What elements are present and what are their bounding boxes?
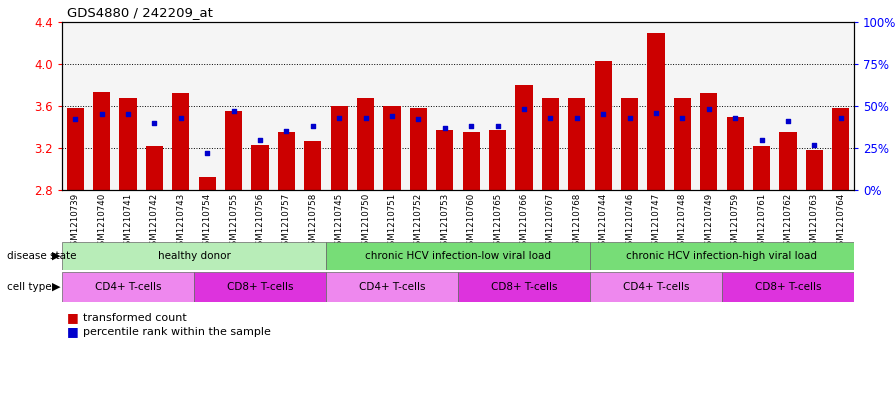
Point [517, 106, 531, 112]
Text: GDS4880 / 242209_at: GDS4880 / 242209_at [67, 6, 213, 19]
Point [728, 115, 743, 121]
Bar [832, 108, 849, 190]
Point [464, 123, 478, 129]
Point [147, 119, 161, 126]
Bar [172, 94, 189, 190]
Bar [383, 106, 401, 190]
Point [807, 141, 822, 148]
Bar [199, 177, 216, 190]
Point [702, 106, 716, 112]
Bar [409, 108, 427, 190]
Text: CD8+ T-cells: CD8+ T-cells [754, 282, 822, 292]
Bar [252, 145, 269, 190]
Text: CD8+ T-cells: CD8+ T-cells [227, 282, 293, 292]
Text: disease state: disease state [7, 251, 76, 261]
Point [754, 136, 769, 143]
Text: chronic HCV infection-low viral load: chronic HCV infection-low viral load [365, 251, 551, 261]
Point [94, 111, 108, 118]
Point [174, 115, 188, 121]
Bar [436, 130, 453, 190]
Bar [462, 132, 479, 190]
Point [437, 125, 452, 131]
Text: chronic HCV infection-high viral load: chronic HCV infection-high viral load [626, 251, 817, 261]
Bar [331, 106, 348, 190]
Bar [722, 272, 854, 302]
Bar [590, 272, 722, 302]
Bar [305, 141, 322, 190]
Bar [753, 146, 771, 190]
Bar [621, 97, 638, 190]
Bar [568, 97, 585, 190]
Point [490, 123, 504, 129]
Point [649, 110, 663, 116]
Text: healthy donor: healthy donor [158, 251, 230, 261]
Bar [806, 150, 823, 190]
Bar [66, 108, 84, 190]
Bar [326, 242, 590, 270]
Bar [93, 92, 110, 190]
Text: ■: ■ [67, 325, 79, 338]
Point [543, 115, 557, 121]
Bar [357, 97, 375, 190]
Point [570, 115, 584, 121]
Point [596, 111, 610, 118]
Bar [700, 94, 718, 190]
Text: transformed count: transformed count [83, 313, 187, 323]
Point [411, 116, 426, 123]
Bar [62, 272, 194, 302]
Bar [146, 146, 163, 190]
Bar [595, 61, 612, 190]
Bar [119, 97, 136, 190]
Bar [590, 242, 854, 270]
Bar [326, 272, 458, 302]
Point [121, 111, 135, 118]
Text: CD4+ T-cells: CD4+ T-cells [358, 282, 426, 292]
Text: ▶: ▶ [52, 282, 61, 292]
Text: cell type: cell type [7, 282, 52, 292]
Point [332, 115, 347, 121]
Text: CD4+ T-cells: CD4+ T-cells [623, 282, 689, 292]
Text: percentile rank within the sample: percentile rank within the sample [83, 327, 271, 337]
Text: CD4+ T-cells: CD4+ T-cells [95, 282, 161, 292]
Point [623, 115, 637, 121]
Point [227, 108, 241, 114]
Bar [225, 111, 242, 190]
Bar [780, 132, 797, 190]
Bar [542, 97, 559, 190]
Text: CD8+ T-cells: CD8+ T-cells [491, 282, 557, 292]
Point [676, 115, 690, 121]
Bar [194, 272, 326, 302]
Point [358, 115, 373, 121]
Point [68, 116, 82, 123]
Point [385, 113, 400, 119]
Point [280, 128, 294, 134]
Text: ■: ■ [67, 312, 79, 325]
Point [780, 118, 795, 124]
Bar [648, 33, 665, 190]
Bar [278, 132, 295, 190]
Bar [674, 97, 691, 190]
Bar [727, 116, 744, 190]
Point [200, 150, 214, 156]
Bar [489, 130, 506, 190]
Point [833, 115, 848, 121]
Point [306, 123, 320, 129]
Bar [458, 272, 590, 302]
Text: ▶: ▶ [52, 251, 61, 261]
Bar [515, 85, 532, 190]
Bar [62, 242, 326, 270]
Point [253, 136, 267, 143]
